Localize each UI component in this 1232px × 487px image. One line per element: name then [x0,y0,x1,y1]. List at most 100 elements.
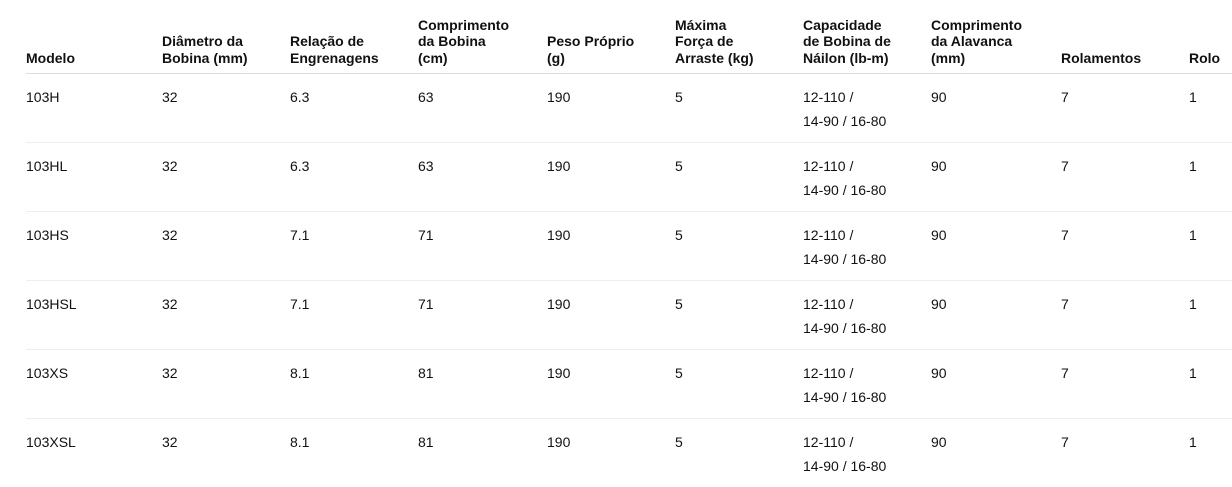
table-cell: 81 [418,350,547,419]
header-line: Peso Próprio [547,33,634,49]
cell-line: 12-110 / [803,158,853,174]
table-cell: 7 [1061,419,1189,487]
cell-line: 14-90 / 16-80 [803,182,886,198]
header-line: de Bobina de [803,33,891,49]
table-cell: 1 [1189,74,1232,143]
table-cell: 5 [675,281,803,350]
table-cell: 190 [547,74,675,143]
header-line: Modelo [26,50,75,66]
cell-line: 12-110 / [803,296,853,312]
column-header: Modelo [26,0,162,74]
table-cell: 103XS [26,350,162,419]
table-cell: 12-110 / 14-90 / 16-80 [803,143,931,212]
table-cell: 103XSL [26,419,162,487]
header-line: Bobina (mm) [162,50,248,66]
header-line: Capacidade [803,17,882,33]
table-cell: 103H [26,74,162,143]
table-cell: 103HS [26,212,162,281]
table-cell: 1 [1189,281,1232,350]
header-line: Rolo [1189,50,1220,66]
table-cell: 71 [418,281,547,350]
cell-line: 12-110 / [803,365,853,381]
cell-line: 12-110 / [803,227,853,243]
cell-line: 14-90 / 16-80 [803,458,886,474]
table-cell: 32 [162,419,290,487]
table-cell: 8.1 [290,350,418,419]
header-line: Comprimento [418,17,509,33]
table-cell: 1 [1189,350,1232,419]
table-cell: 12-110 / 14-90 / 16-80 [803,74,931,143]
header-line: Náilon (lb-m) [803,50,889,66]
header-line: Arraste (kg) [675,50,754,66]
header-line: Rolamentos [1061,50,1141,66]
table-cell: 32 [162,350,290,419]
table-cell: 32 [162,143,290,212]
header-line: Diâmetro da [162,33,243,49]
table-cell: 90 [931,143,1061,212]
table-cell: 1 [1189,212,1232,281]
table-cell: 5 [675,419,803,487]
table-cell: 190 [547,419,675,487]
table-cell: 90 [931,419,1061,487]
table-cell: 8.1 [290,419,418,487]
cell-line: 12-110 / [803,89,853,105]
header-line: Força de [675,33,733,49]
header-line: Relação de [290,33,364,49]
table-cell: 6.3 [290,143,418,212]
table-cell: 81 [418,419,547,487]
table-cell: 7 [1061,212,1189,281]
table-cell: 190 [547,212,675,281]
cell-line: 14-90 / 16-80 [803,251,886,267]
cell-line: 12-110 / [803,434,853,450]
table-cell: 7.1 [290,212,418,281]
table-cell: 12-110 / 14-90 / 16-80 [803,212,931,281]
table-cell: 71 [418,212,547,281]
table-cell: 190 [547,281,675,350]
table-cell: 32 [162,74,290,143]
cell-line: 14-90 / 16-80 [803,389,886,405]
table-cell: 7 [1061,281,1189,350]
header-line: Máxima [675,17,726,33]
header-line: da Alavanca [931,33,1012,49]
table-cell: 90 [931,350,1061,419]
table-cell: 7.1 [290,281,418,350]
table-cell: 6.3 [290,74,418,143]
table-cell: 190 [547,350,675,419]
cell-line: 14-90 / 16-80 [803,113,886,129]
table-cell: 90 [931,74,1061,143]
header-line: da Bobina [418,33,486,49]
header-line: Comprimento [931,17,1022,33]
column-header: Peso Próprio(g) [547,0,675,74]
table-cell: 5 [675,74,803,143]
table-cell: 90 [931,281,1061,350]
table-cell: 103HSL [26,281,162,350]
table-cell: 12-110 / 14-90 / 16-80 [803,350,931,419]
table-cell: 63 [418,74,547,143]
header-line: (mm) [931,50,965,66]
table-cell: 12-110 / 14-90 / 16-80 [803,419,931,487]
column-header: Rolamentos [1061,0,1189,74]
table-cell: 5 [675,212,803,281]
table-cell: 190 [547,143,675,212]
cell-line: 14-90 / 16-80 [803,320,886,336]
table-cell: 5 [675,350,803,419]
table-cell: 103HL [26,143,162,212]
table-cell: 7 [1061,74,1189,143]
header-line: (cm) [418,50,448,66]
table-cell: 7 [1061,143,1189,212]
table-cell: 5 [675,143,803,212]
table-cell: 1 [1189,143,1232,212]
